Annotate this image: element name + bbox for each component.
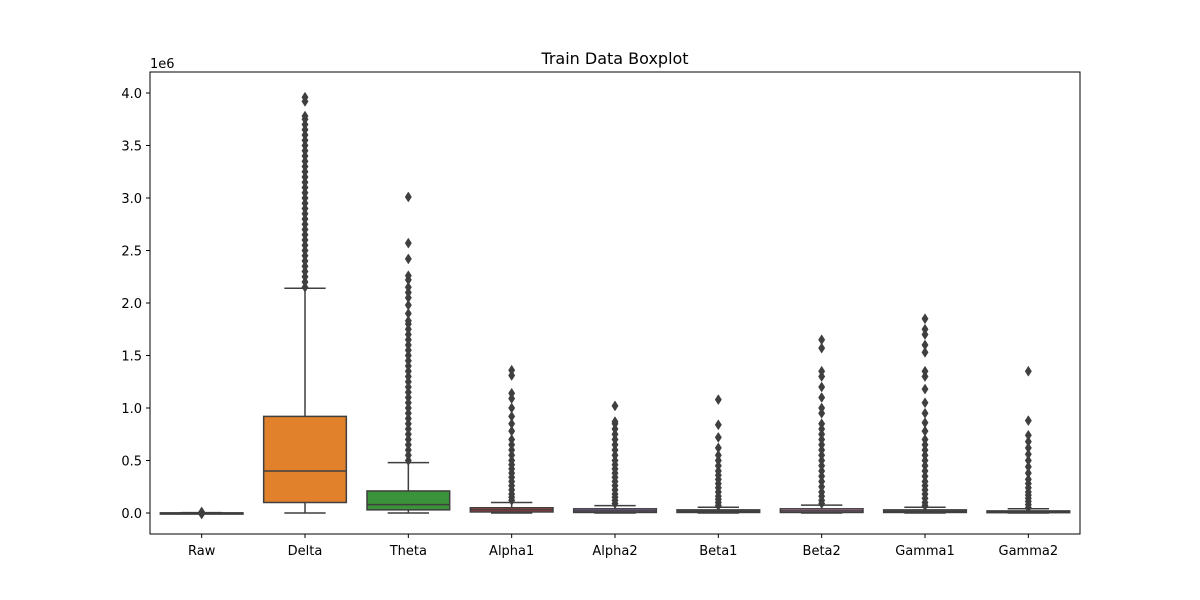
outlier-marker: [404, 315, 412, 327]
outlier-marker: [921, 339, 929, 351]
outlier-marker: [921, 323, 929, 335]
y-tick-label: 3.5: [121, 140, 142, 155]
y-tick-label: 2.0: [121, 297, 142, 312]
outlier-marker: [404, 237, 412, 249]
axes-frame: [149, 71, 1081, 535]
outlier-marker: [404, 299, 412, 311]
y-tick-label: 0.5: [121, 455, 142, 470]
outlier-marker: [404, 281, 412, 293]
box-delta: [262, 415, 348, 504]
outlier-marker: [404, 308, 412, 319]
outlier-marker: [818, 334, 826, 346]
outlier-marker: [818, 402, 826, 414]
outlier-marker: [301, 91, 309, 103]
outlier-marker: [1024, 473, 1032, 485]
outlier-marker: [508, 402, 516, 414]
outlier-marker: [508, 425, 516, 437]
outlier-marker: [921, 397, 929, 409]
y-tick-label: 1.0: [121, 402, 142, 417]
outlier-marker: [1024, 436, 1032, 448]
y-tick-label: 0.0: [121, 507, 142, 522]
x-tick-label: Beta2: [803, 544, 841, 559]
outlier-marker: [1024, 365, 1032, 377]
outlier-marker: [508, 410, 516, 422]
y-axis-offset-label: 1e6: [150, 57, 175, 72]
outlier-marker: [818, 342, 826, 354]
outlier-marker: [921, 383, 929, 395]
outlier-marker: [508, 364, 516, 376]
outlier-marker: [1024, 415, 1032, 427]
outlier-marker: [1024, 467, 1032, 479]
y-tick-label: 1.5: [121, 350, 142, 365]
x-tick-label: Theta: [389, 544, 427, 559]
outlier-marker: [818, 365, 826, 377]
x-tick-label: Alpha2: [592, 544, 637, 559]
outlier-marker: [1024, 455, 1032, 466]
outlier-marker: [921, 313, 929, 325]
outlier-marker: [921, 434, 929, 445]
y-tick-label: 4.0: [121, 87, 142, 102]
outlier-marker: [404, 253, 412, 265]
outlier-marker: [714, 431, 722, 443]
outlier-marker: [921, 346, 929, 358]
outlier-marker: [714, 394, 722, 406]
outlier-marker: [611, 416, 619, 428]
outlier-marker: [611, 400, 619, 412]
outlier-marker: [921, 425, 929, 437]
outlier-marker: [198, 506, 206, 518]
y-tick-label: 2.5: [121, 245, 142, 260]
outlier-marker: [301, 110, 309, 122]
x-tick-label: Raw: [188, 544, 216, 559]
outlier-marker: [1024, 442, 1032, 454]
outlier-marker: [508, 387, 516, 399]
outlier-marker: [714, 419, 722, 431]
y-tick-label: 3.0: [121, 192, 142, 207]
outlier-marker: [1024, 429, 1032, 441]
x-tick-label: Alpha1: [489, 544, 534, 559]
outlier-marker: [508, 434, 516, 445]
outlier-marker: [714, 442, 722, 454]
outlier-marker: [508, 418, 516, 430]
x-tick-label: Delta: [288, 544, 323, 559]
outlier-marker: [818, 418, 826, 430]
box-theta: [366, 490, 451, 511]
chart-title: Train Data Boxplot: [540, 49, 688, 68]
outlier-marker: [1024, 448, 1032, 460]
x-tick-label: Gamma2: [999, 544, 1059, 559]
outlier-marker: [404, 191, 412, 203]
outlier-marker: [921, 407, 929, 419]
outlier-marker: [404, 270, 412, 282]
outlier-marker: [714, 449, 722, 461]
outlier-marker: [818, 392, 826, 403]
outlier-marker: [921, 417, 929, 429]
x-tick-label: Beta1: [699, 544, 737, 559]
outlier-marker: [921, 365, 929, 377]
outlier-marker: [818, 381, 826, 393]
plot-area: 0.0 0.5 1.0 1.5 2.0 2.5 3.0 3.5 4.0 Raw Delta Theta…: [121, 87, 1071, 559]
x-tick-label: Gamma1: [895, 544, 955, 559]
outlier-marker: [1024, 461, 1032, 473]
